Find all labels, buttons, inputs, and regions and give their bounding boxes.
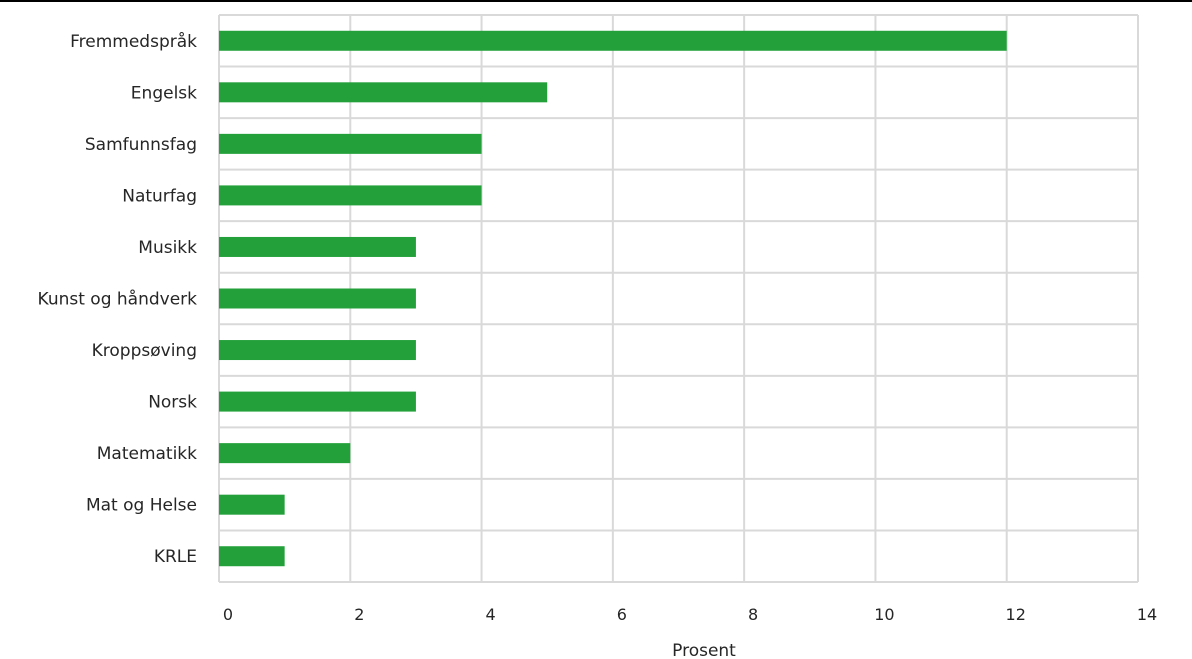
top-border [0,0,1192,2]
x-tick-label: 8 [748,605,758,624]
x-tick-label: 6 [617,605,627,624]
bars [219,30,1007,567]
bar [219,546,285,567]
bar [219,391,416,412]
bar [219,185,482,206]
category-label: Matematikk [97,444,197,464]
x-tick-label: 4 [485,605,495,624]
category-label: Kroppsøving [92,341,197,361]
x-tick-label: 0 [223,605,233,624]
bar [219,494,285,515]
x-axis-title: Prosent [672,641,736,659]
bar [219,340,416,361]
category-label: Musikk [138,238,197,258]
bar [219,82,548,103]
bar [219,236,416,257]
category-label: Samfunnsfag [85,135,197,155]
x-tick-label: 14 [1137,605,1157,624]
category-label: Norsk [148,393,197,413]
bar [219,30,1007,51]
x-tick-labels: 0 2 4 6 8 10 12 14 [223,605,1157,624]
category-label: Engelsk [131,83,197,103]
category-labels: Fremmedspråk Engelsk Samfunnsfag Naturfag Mu… [38,31,198,567]
category-label: Mat og Helse [86,496,197,516]
bar [219,288,416,309]
bar [219,443,351,464]
x-tick-label: 12 [1006,605,1026,624]
x-tick-label: 10 [874,605,894,624]
category-label: Fremmedspråk [70,31,197,52]
x-tick-label: 2 [354,605,364,624]
bar [219,133,482,154]
category-label: Kunst og håndverk [38,289,198,310]
category-label: KRLE [154,547,197,567]
category-label: Naturfag [122,186,197,206]
